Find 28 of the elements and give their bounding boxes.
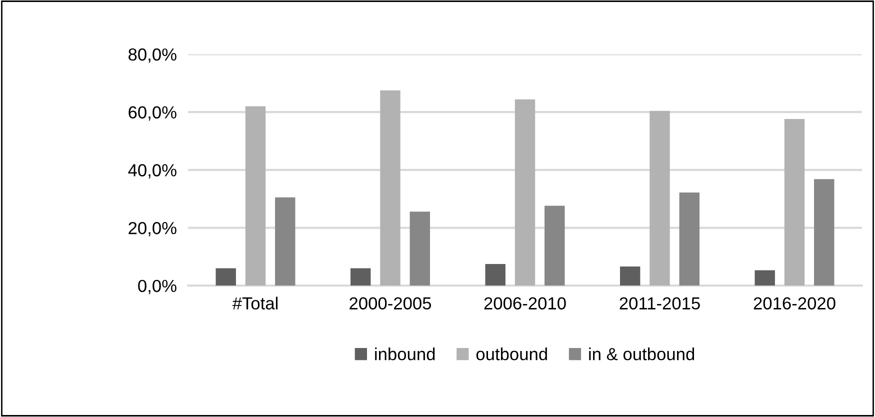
y-tick-label: 80,0% [128, 48, 176, 63]
bar [216, 268, 236, 286]
y-tick-label: 60,0% [128, 106, 176, 121]
bar [814, 179, 834, 286]
x-tick-label: 2006-2010 [484, 297, 566, 310]
bar [544, 206, 565, 286]
y-tick-label: 20,0% [128, 222, 176, 236]
x-tick-label: 2000-2005 [350, 297, 432, 310]
y-tick-label: 40,0% [128, 164, 176, 178]
bar [485, 264, 506, 286]
bar [784, 119, 805, 286]
x-tick-label: #Total [232, 296, 278, 310]
legend-label: in & outbound [589, 348, 694, 360]
legend-label: inbound [375, 348, 435, 360]
bar [275, 197, 296, 286]
legend-label: outbound [476, 348, 547, 360]
bar [380, 90, 400, 286]
bar [754, 270, 775, 286]
bar [620, 266, 640, 286]
bar [679, 192, 700, 286]
bar [410, 212, 430, 286]
bar [350, 268, 371, 286]
y-tick-label: 0,0% [138, 280, 176, 294]
x-tick-label: 2011-2015 [620, 297, 700, 310]
bar [514, 99, 536, 286]
bar [650, 110, 670, 286]
bar [245, 106, 266, 286]
x-tick-label: 2016-2020 [754, 297, 836, 310]
